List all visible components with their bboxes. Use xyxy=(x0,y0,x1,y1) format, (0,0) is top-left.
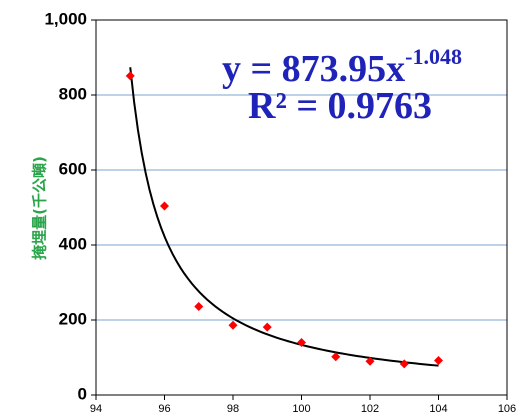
data-point-99 xyxy=(262,322,272,332)
data-point-97 xyxy=(194,302,204,311)
data-point-101 xyxy=(331,352,341,362)
trendline-group xyxy=(129,67,439,367)
y-axis-ticks: 0 200 400 600 800 1,000 xyxy=(44,9,96,403)
data-point-103 xyxy=(399,359,409,369)
x-tick-label-2: 98 xyxy=(227,403,239,415)
x-tick-label-3: 100 xyxy=(292,403,310,415)
r-squared-label: R² = 0.9763 xyxy=(248,85,432,127)
x-tick-label-1: 96 xyxy=(158,403,170,415)
gridlines xyxy=(96,94,507,321)
x-tick-label-5: 104 xyxy=(429,403,447,415)
x-tick-label-0: 94 xyxy=(90,403,102,415)
trendline xyxy=(129,67,439,367)
x-axis-ticks: 94 96 98 100 102 104 106 xyxy=(90,395,516,415)
y-tick-label-2: 400 xyxy=(59,234,87,253)
data-point-104 xyxy=(434,356,443,365)
x-tick-label-6: 106 xyxy=(498,403,516,415)
y-axis-label: 掩埋量(千公噸) xyxy=(31,156,49,260)
data-points xyxy=(125,71,443,369)
trendline-equation: y = 873.95x-1.048 xyxy=(222,44,462,90)
data-point-98 xyxy=(228,320,238,330)
y-tick-label-1: 200 xyxy=(59,309,87,328)
y-tick-label-0: 0 xyxy=(78,384,87,403)
plot-frame xyxy=(95,19,508,396)
data-point-102 xyxy=(365,356,375,366)
y-tick-label-5: 1,000 xyxy=(44,9,87,28)
data-point-96 xyxy=(160,201,169,211)
equation-base: y = 873.95x xyxy=(222,48,405,90)
equation-exponent: -1.048 xyxy=(405,44,462,69)
y-tick-label-3: 600 xyxy=(59,159,87,178)
y-tick-label-4: 800 xyxy=(59,84,87,103)
x-tick-label-4: 102 xyxy=(361,403,379,415)
data-point-95 xyxy=(125,71,135,81)
data-point-100 xyxy=(297,338,306,347)
